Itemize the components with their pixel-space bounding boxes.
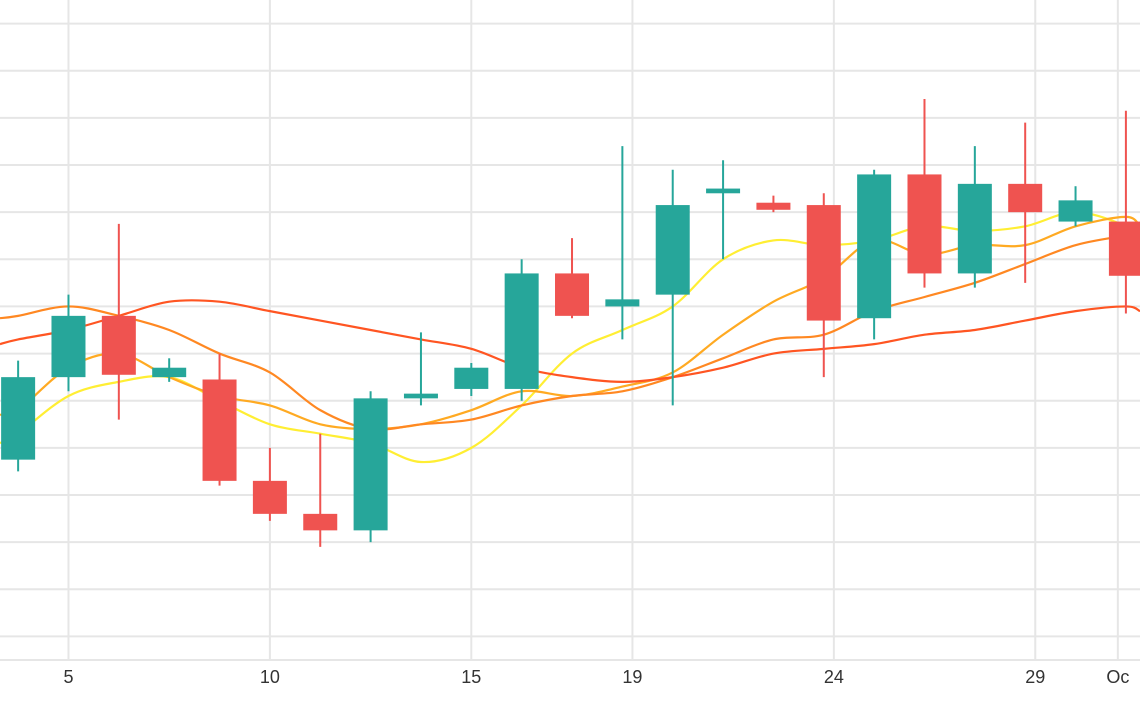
candle-23 [1108,110,1140,314]
candle-18 [857,169,892,340]
candle-body-18 [857,174,892,319]
x-tick-label-6: Oc [1106,667,1129,687]
candle-11 [504,259,539,401]
candle-1 [1,360,36,472]
candle-body-11 [504,273,539,389]
candle-body-20 [957,183,992,274]
moving-average-line-4 [0,299,1140,383]
candle-22 [1058,186,1093,227]
candle-12 [555,238,590,319]
x-tick-label-2: 15 [461,667,481,687]
candle-body-7 [303,513,338,531]
candle-20 [957,146,992,288]
candle-body-14 [655,205,690,295]
candle-2 [51,294,86,392]
candle-body-22 [1058,200,1093,222]
x-axis-ticks: 5 10 15 19 24 29 Oc [63,667,1129,687]
candle-9 [403,332,438,406]
candle-body-21 [1008,183,1043,213]
candle-body-16 [756,202,791,210]
candle-13 [605,146,640,340]
candle-21 [1008,122,1043,283]
candle-6 [252,447,287,521]
candle-body-10 [454,367,489,389]
candle-10 [454,363,489,396]
candle-body-5 [202,379,237,481]
candle-body-6 [252,480,287,514]
candle-3 [101,223,136,420]
candle-16 [756,195,791,213]
candle-layer [1,99,1140,547]
candle-body-1 [1,377,36,460]
candle-body-8 [353,398,388,531]
candle-14 [655,169,690,406]
candle-4 [152,358,187,382]
x-tick-label-5: 29 [1025,667,1045,687]
candle-15 [706,160,741,260]
x-tick-label-3: 19 [622,667,642,687]
candle-body-23 [1108,221,1140,276]
candle-5 [202,353,237,486]
x-tick-label-0: 5 [63,667,73,687]
candle-body-15 [706,188,741,194]
candle-body-4 [152,367,187,378]
grid-layer [0,0,1140,661]
x-tick-label-1: 10 [260,667,280,687]
candle-body-19 [907,174,942,274]
candle-8 [353,391,388,543]
candle-body-12 [555,273,590,316]
x-tick-label-4: 24 [824,667,844,687]
candle-body-2 [51,315,86,378]
candle-17 [806,193,841,378]
candle-body-9 [403,393,438,399]
candle-7 [303,433,338,547]
candle-19 [907,99,942,288]
candle-body-17 [806,205,841,321]
candle-body-13 [605,299,640,307]
candle-body-3 [101,315,136,375]
